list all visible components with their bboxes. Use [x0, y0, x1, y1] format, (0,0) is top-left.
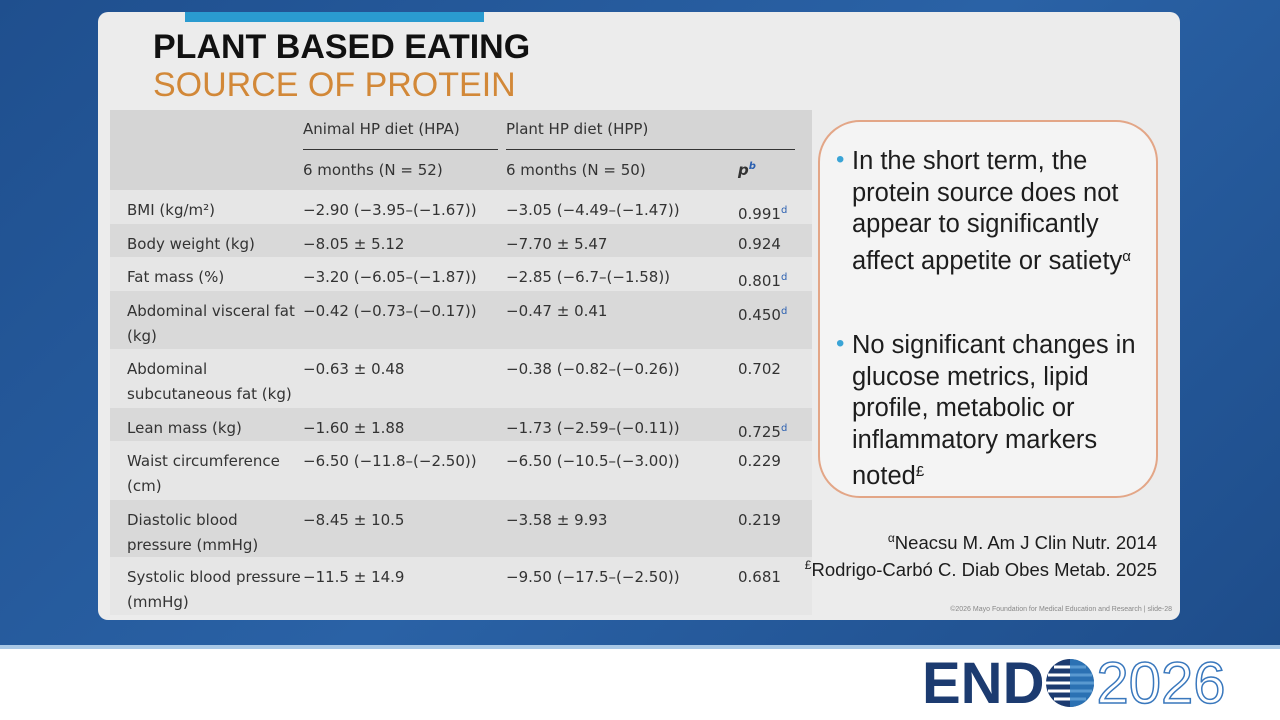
table-row: Waist circumference (cm) −6.50 (−11.8–(−2… [110, 441, 812, 500]
bullet-text: No significant changes in glucose metric… [852, 331, 1136, 490]
hpa-value: −11.5 ± 14.9 [303, 568, 405, 586]
reference-mark: α [887, 531, 895, 545]
p-cell: 0.229 [738, 441, 808, 500]
table-row: Body weight (kg) −8.05 ± 5.12 −7.70 ± 5.47… [110, 224, 812, 257]
logo-globe [1046, 659, 1095, 707]
p-value: 0.801 [738, 272, 781, 290]
p-value: 0.219 [738, 511, 781, 529]
bullet: • No significant changes in glucose metri… [836, 330, 1152, 493]
reference: αNeacsu M. Am J Clin Nutr. 2014 [797, 527, 1157, 554]
hpp-value: −7.70 ± 5.47 [506, 235, 608, 253]
table-row: Systolic blood pressure (mmHg) −11.5 ± 14… [110, 557, 812, 615]
hpp-value: −0.38 (−0.82–(−0.26)) [506, 360, 680, 378]
row-label: BMI (kg/m²) [127, 201, 216, 219]
sub-header: 6 months (N = 52) [303, 161, 443, 179]
bullet-note: £ [915, 463, 925, 480]
p-cell: 0.801d [738, 257, 808, 291]
row-label: Waist circumference (cm) [127, 452, 280, 495]
hpp-value: −1.73 (−2.59–(−0.11)) [506, 419, 680, 437]
p-value: 0.450 [738, 306, 781, 324]
row-label: Abdominal subcutaneous fat (kg) [127, 360, 292, 403]
rule [303, 149, 498, 150]
table-row: Fat mass (%) −3.20 (−6.05–(−1.87)) −2.85 (… [110, 257, 812, 291]
bullet: • In the short term, the protein source d… [836, 146, 1152, 277]
reference-text: Neacsu M. Am J Clin Nutr. 2014 [894, 532, 1157, 554]
p-value: 0.924 [738, 235, 781, 253]
callout: • In the short term, the protein source d… [818, 120, 1158, 498]
hpa-value: −6.50 (−11.8–(−2.50)) [303, 452, 477, 470]
row-label: Body weight (kg) [127, 235, 255, 253]
p-cell: 0.924 [738, 224, 808, 257]
logo-right: 2026 [1096, 651, 1227, 717]
p-value: 0.991 [738, 205, 781, 223]
logo: END 2026 [922, 651, 1227, 717]
p-note: d [780, 306, 788, 317]
hpa-value: −0.63 ± 0.48 [303, 360, 405, 378]
row-label: Systolic blood pressure (mmHg) [127, 568, 301, 611]
row-label: Abdominal visceral fat (kg) [127, 302, 295, 345]
reference-text: Rodrigo-Carbó C. Diab Obes Metab. 2025 [811, 559, 1157, 581]
p-note: d [780, 205, 788, 216]
subtitle: SOURCE OF PROTEIN [153, 66, 516, 104]
bullet-text: In the short term, the protein source do… [852, 147, 1123, 275]
bullet-dot: • [836, 330, 845, 357]
hpp-value: −3.58 ± 9.93 [506, 511, 608, 529]
row-label: Diastolic blood pressure (mmHg) [127, 511, 259, 554]
hpp-value: −9.50 (−17.5–(−2.50)) [506, 568, 680, 586]
row-label: Fat mass (%) [127, 268, 225, 286]
results-table: Animal HP diet (HPA) Plant HP diet (HPP)… [110, 110, 812, 615]
p-cell: 0.702 [738, 349, 808, 408]
hpa-value: −1.60 ± 1.88 [303, 419, 405, 437]
hpp-value: −0.47 ± 0.41 [506, 302, 608, 320]
table-header: Animal HP diet (HPA) Plant HP diet (HPP)… [110, 110, 812, 190]
reference-mark: £ [804, 558, 812, 573]
group-header: Plant HP diet (HPP) [506, 120, 649, 138]
row-label: Lean mass (kg) [127, 419, 242, 437]
hpa-value: −3.20 (−6.05–(−1.87)) [303, 268, 477, 286]
p-cell: 0.991d [738, 190, 808, 224]
p-header-note: b [748, 161, 756, 172]
p-value: 0.229 [738, 452, 781, 470]
p-header-text: p [738, 161, 749, 179]
table-row: Diastolic blood pressure (mmHg) −8.45 ± 1… [110, 500, 812, 557]
bullet-dot: • [836, 146, 845, 173]
table-row: Abdominal subcutaneous fat (kg) −0.63 ± 0… [110, 349, 812, 408]
hpa-value: −8.45 ± 10.5 [303, 511, 405, 529]
hpp-value: −2.85 (−6.7–(−1.58)) [506, 268, 671, 286]
table-row: Abdominal visceral fat (kg) −0.42 (−0.73–… [110, 291, 812, 349]
sub-header: 6 months (N = 50) [506, 161, 646, 179]
p-header: pb [738, 161, 756, 179]
bullet-note: α [1122, 247, 1131, 265]
title: PLANT BASED EATING [153, 28, 531, 66]
references: αNeacsu M. Am J Clin Nutr. 2014 £Rodrigo-… [797, 527, 1157, 581]
p-value: 0.702 [738, 360, 781, 378]
p-cell: 0.725d [738, 408, 808, 441]
p-cell: 0.681 [738, 557, 808, 615]
p-cell: 0.450d [738, 291, 808, 349]
hpa-value: −0.42 (−0.73–(−0.17)) [303, 302, 477, 320]
table-row: Lean mass (kg) −1.60 ± 1.88 −1.73 (−2.59–(… [110, 408, 812, 441]
reference: £Rodrigo-Carbó C. Diab Obes Metab. 2025 [797, 554, 1157, 581]
table-row: BMI (kg/m²) −2.90 (−3.95–(−1.67)) −3.05 (−… [110, 190, 812, 224]
p-note: d [780, 272, 788, 283]
hpp-value: −6.50 (−10.5–(−3.00)) [506, 452, 680, 470]
accent-bar [185, 12, 484, 22]
hpp-value: −3.05 (−4.49–(−1.47)) [506, 201, 680, 219]
p-note: d [780, 423, 788, 434]
p-cell: 0.219 [738, 500, 808, 557]
p-value: 0.725 [738, 423, 781, 441]
logo-left: END [922, 651, 1045, 716]
group-header: Animal HP diet (HPA) [303, 120, 460, 138]
footer: ©2026 Mayo Foundation for Medical Educat… [950, 606, 1172, 613]
p-value: 0.681 [738, 568, 781, 586]
rule [506, 149, 795, 150]
hpa-value: −2.90 (−3.95–(−1.67)) [303, 201, 477, 219]
hpa-value: −8.05 ± 5.12 [303, 235, 405, 253]
